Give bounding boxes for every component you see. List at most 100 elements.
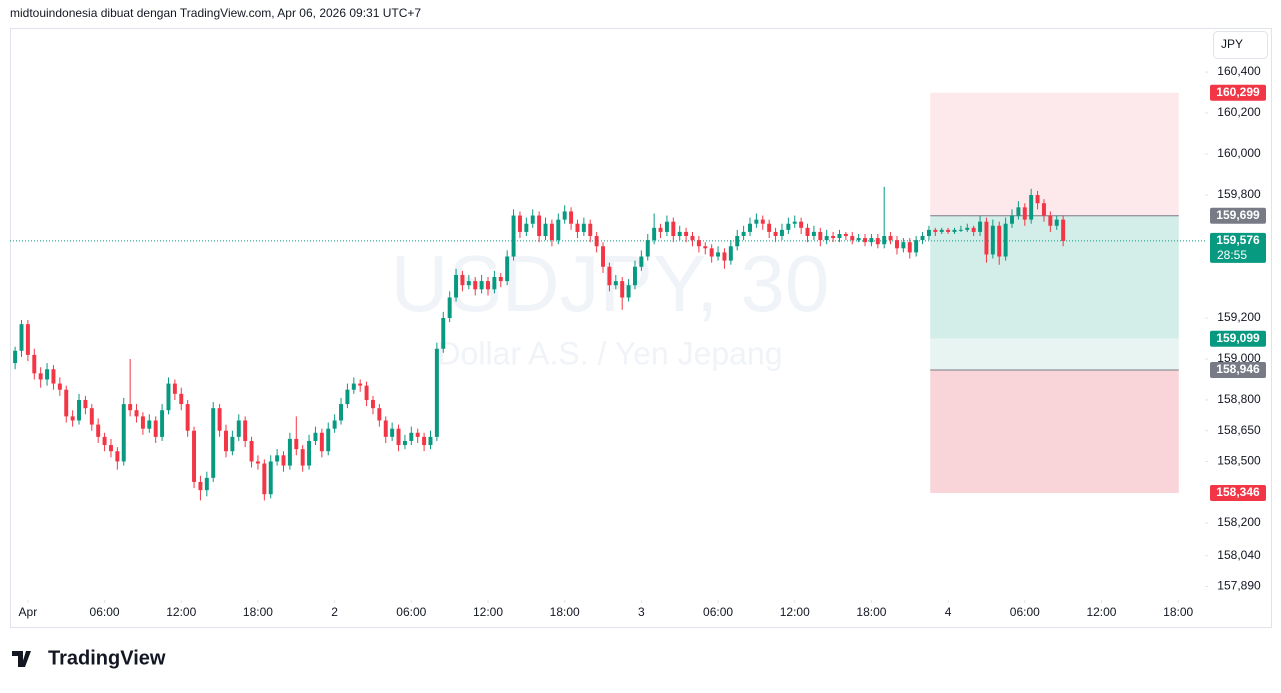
candle-body xyxy=(696,240,701,247)
candle-body xyxy=(939,229,944,232)
candle-body xyxy=(415,432,420,437)
candle-body xyxy=(709,248,714,257)
candle-body xyxy=(517,215,522,232)
candle-body xyxy=(837,233,842,239)
y-tick-label: 158,650 xyxy=(1217,423,1261,437)
candle-body xyxy=(345,389,350,405)
x-tick-label: 18:00 xyxy=(243,605,273,619)
candle-body xyxy=(875,238,880,245)
candle-body xyxy=(313,432,318,441)
y-tick-label: 157,890 xyxy=(1217,579,1261,593)
x-tick-label: 06:00 xyxy=(703,605,733,619)
candle-body xyxy=(160,410,165,437)
price-label: 158,346 xyxy=(1216,485,1260,499)
candle-body xyxy=(460,274,465,286)
candle-body xyxy=(869,238,874,243)
candle-body xyxy=(166,383,171,411)
y-tick-label: 159,800 xyxy=(1217,187,1261,201)
price-label-box xyxy=(1210,485,1266,502)
candle-body xyxy=(984,221,989,255)
candle-body xyxy=(914,240,919,253)
candle-body xyxy=(32,354,37,374)
candle-body xyxy=(422,436,427,446)
candle-body xyxy=(978,221,983,232)
candle-body xyxy=(549,223,554,241)
candle-body xyxy=(773,231,778,237)
candle-body xyxy=(179,393,184,405)
candle-body xyxy=(530,215,535,224)
candle-body xyxy=(108,445,113,452)
x-tick-label: 12:00 xyxy=(780,605,810,619)
candle-body xyxy=(140,416,145,429)
price-label: 158,946 xyxy=(1216,362,1260,376)
candle-body xyxy=(351,383,356,390)
candle-body xyxy=(89,408,94,425)
price-label-box xyxy=(1210,330,1266,347)
candle-body xyxy=(671,221,676,237)
candle-body xyxy=(1035,195,1040,204)
candle-body xyxy=(134,410,139,417)
candle-body xyxy=(958,229,963,231)
position-zone xyxy=(930,215,1179,339)
candle-body xyxy=(933,229,938,232)
candle-body xyxy=(684,231,689,237)
candle-body xyxy=(620,281,625,298)
candle-body xyxy=(262,463,267,495)
position-zone xyxy=(930,92,1179,216)
currency-label: JPY xyxy=(1221,37,1243,51)
candle-body xyxy=(677,231,682,237)
watermark: USDJPY, 30 Dollar A.S. / Yen Jepang xyxy=(391,239,830,371)
candle-body xyxy=(275,455,280,462)
x-tick-label: 06:00 xyxy=(1010,605,1040,619)
candle-body xyxy=(128,404,133,411)
candle-body xyxy=(38,373,43,380)
candle-body xyxy=(901,242,906,249)
watermark-description: Dollar A.S. / Yen Jepang xyxy=(437,335,782,371)
candle-body xyxy=(818,231,823,241)
x-tick-label: 3 xyxy=(638,605,645,619)
candle-body xyxy=(243,420,248,441)
y-tick-label: 160,200 xyxy=(1217,105,1261,119)
candle-body xyxy=(607,266,612,286)
candle-body xyxy=(728,246,733,261)
candle-body xyxy=(498,277,503,282)
candle-body xyxy=(370,399,375,409)
candle-body xyxy=(121,404,126,462)
candle-body xyxy=(230,436,235,452)
candle-body xyxy=(863,238,868,243)
candle-body xyxy=(396,428,401,446)
candle-body xyxy=(767,223,772,232)
candle-body xyxy=(1022,207,1027,220)
y-tick-label: 158,040 xyxy=(1217,548,1261,562)
candle-body xyxy=(639,256,644,267)
candle-body xyxy=(843,233,848,237)
y-tick-label: 159,000 xyxy=(1217,351,1261,365)
candle-body xyxy=(339,404,344,421)
candle-body xyxy=(1003,223,1008,257)
candle-body xyxy=(83,399,88,409)
candle-body xyxy=(409,432,414,441)
candle-body xyxy=(447,297,452,318)
x-tick-label: 12:00 xyxy=(166,605,196,619)
candle-body xyxy=(569,211,574,224)
candle-body xyxy=(402,440,407,446)
candle-body xyxy=(326,428,331,452)
candle-body xyxy=(224,430,228,452)
candle-body xyxy=(192,430,197,482)
currency-button[interactable] xyxy=(1213,31,1268,59)
y-tick-label: 158,500 xyxy=(1217,454,1261,468)
candle-body xyxy=(556,219,561,241)
candle-body xyxy=(952,229,957,232)
x-tick-label: 18:00 xyxy=(1163,605,1193,619)
price-label: 159,576 xyxy=(1216,233,1260,247)
candle-body xyxy=(454,274,459,298)
candle-body xyxy=(13,350,18,364)
candle-body xyxy=(735,236,740,247)
price-label-box xyxy=(1210,207,1266,224)
price-label: 159,099 xyxy=(1216,331,1260,345)
x-tick-label: 2 xyxy=(331,605,338,619)
candle-body xyxy=(25,324,30,355)
x-tick-label: 18:00 xyxy=(550,605,580,619)
candle-body xyxy=(971,227,976,232)
candle-body xyxy=(1016,207,1021,216)
